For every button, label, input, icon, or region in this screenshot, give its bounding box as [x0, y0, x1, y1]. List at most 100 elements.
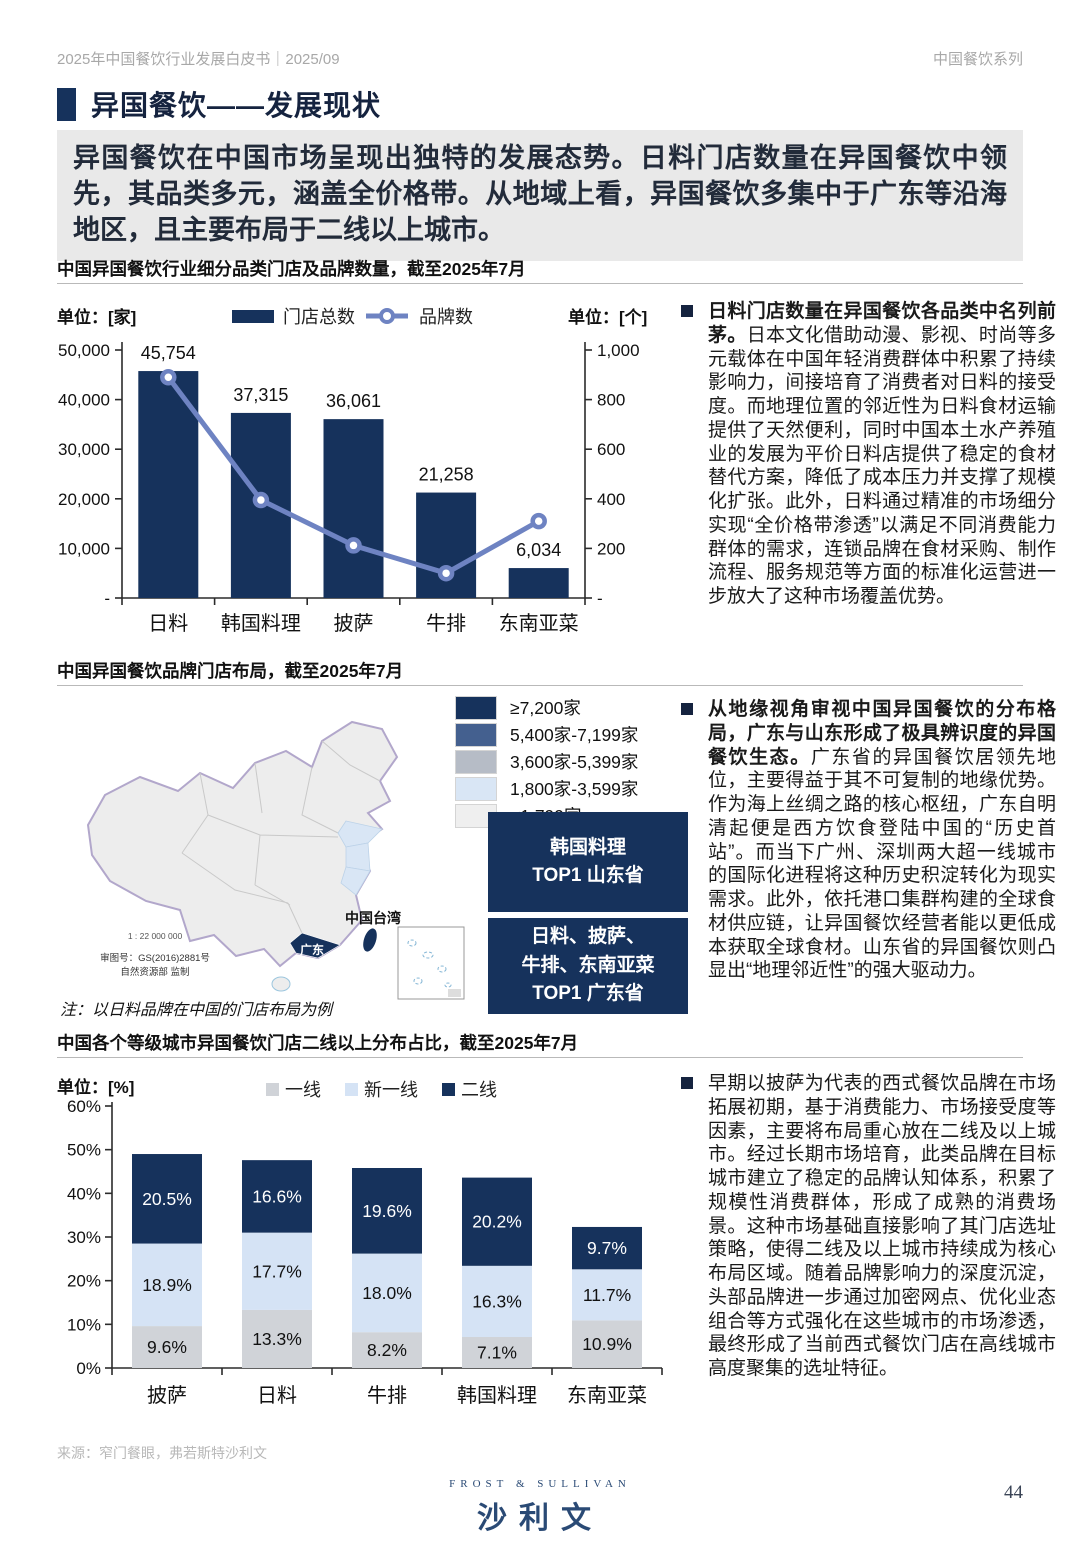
svg-text:45,754: 45,754: [141, 343, 196, 363]
svg-text:40%: 40%: [67, 1184, 101, 1203]
stacked-bar-chart: 0% 10% 20% 30% 40% 50% 60% 9.6% 18.9% 20.5% 披萨 13.3…: [67, 1098, 663, 1407]
source-note: 来源：窄门餐眼，弗若斯特沙利文: [57, 1445, 267, 1461]
svg-text:东南亚菜: 东南亚菜: [499, 612, 579, 635]
tier1-swatch: [266, 1082, 279, 1096]
section3-unit: 单位：[%]: [57, 1078, 135, 1097]
bullet-3: 早期以披萨为代表的西式餐饮品牌在市场拓展初期，基于消费能力、市场接受度等因素，主…: [681, 1072, 1056, 1381]
svg-text:-: -: [597, 589, 603, 608]
bullet-square-icon: [681, 305, 693, 317]
svg-text:牛排: 牛排: [367, 1384, 407, 1407]
svg-text:40,000: 40,000: [58, 391, 110, 410]
map-legend-row: 1,800家-3,599家: [455, 775, 638, 802]
section1-divider: [57, 283, 1023, 284]
svg-text:披萨: 披萨: [147, 1384, 187, 1407]
map-legend-swatch-1: [455, 695, 497, 720]
svg-text:20,000: 20,000: [58, 490, 110, 509]
tier1-label: 一线: [285, 1080, 321, 1100]
svg-text:0%: 0%: [76, 1359, 101, 1378]
svg-text:10.9%: 10.9%: [582, 1334, 632, 1354]
top1-box-guangdong-line2: 牛排、东南亚菜: [521, 954, 655, 976]
svg-text:日料: 日料: [257, 1384, 297, 1407]
map-legend-label-2: 5,400家-7,199家: [510, 725, 639, 745]
svg-text:8.2%: 8.2%: [367, 1340, 407, 1360]
svg-text:17.7%: 17.7%: [252, 1261, 302, 1281]
section1-unit-left: 单位：[家]: [57, 308, 137, 327]
logo-english-text: FROST & SULLIVAN: [449, 1478, 631, 1490]
svg-text:18.9%: 18.9%: [142, 1275, 192, 1295]
newtier1-label: 新一线: [364, 1080, 418, 1100]
section2-divider: [57, 685, 1023, 686]
svg-text:20%: 20%: [67, 1272, 101, 1291]
bullet-2-body: 广东省的异国餐饮居领先地位，主要得益于其不可复制的地缘优势。作为海上丝绸之路的核…: [708, 746, 1056, 982]
province-guangdong: [289, 932, 341, 959]
combo-bar-line-chart: - 10,000 20,000 30,000 40,000 50,000 - 200 400 60…: [58, 341, 640, 635]
svg-text:11.7%: 11.7%: [583, 1285, 631, 1305]
svg-text:韩国料理: 韩国料理: [221, 612, 301, 635]
svg-text:30%: 30%: [67, 1228, 101, 1247]
svg-text:9.6%: 9.6%: [147, 1337, 187, 1357]
hainan-island: [271, 976, 291, 992]
chart1-legend: 门店总数 品牌数: [232, 303, 473, 329]
top1-box-korean-line1: 韩国料理: [549, 836, 626, 858]
svg-text:800: 800: [597, 391, 625, 410]
bar-series-label: 门店总数: [283, 307, 355, 327]
bullet-1: 日料门店数量在异国餐饮各品类中名列前茅。日本文化借助动漫、影视、时尚等多元载体在…: [681, 300, 1056, 609]
newtier1-swatch: [345, 1082, 358, 1096]
map-legend-row: 3,600家-5,399家: [455, 748, 638, 775]
svg-text:21,258: 21,258: [419, 465, 474, 485]
svg-text:60%: 60%: [67, 1098, 101, 1116]
section2-title: 中国异国餐饮品牌门店布局，截至2025年7月: [57, 661, 404, 681]
svg-text:16.3%: 16.3%: [472, 1291, 522, 1311]
legend-item-tier2: 二线: [442, 1076, 497, 1102]
svg-text:13.3%: 13.3%: [252, 1329, 302, 1349]
map-legend: ≥7,200家 5,400家-7,199家 3,600家-5,399家 1,80…: [455, 694, 638, 829]
bullet-1-lead: 日料门店数量在异国餐饮各品类中名列前茅。: [708, 301, 1056, 346]
page-number: 44: [1004, 1482, 1023, 1503]
svg-text:东南亚菜: 东南亚菜: [567, 1384, 647, 1407]
svg-text:20.2%: 20.2%: [472, 1212, 522, 1232]
bullet-square-icon: [681, 703, 693, 715]
svg-text:200: 200: [597, 539, 625, 558]
svg-text:10%: 10%: [67, 1315, 101, 1334]
bullet-1-body: 日本文化借助动漫、影视、时尚等多元载体在中国年轻消费群体中积累了持续影响力，间接…: [708, 324, 1056, 607]
svg-text:10,000: 10,000: [58, 539, 110, 558]
frost-sullivan-logo: FROST & SULLIVAN 沙利文: [0, 1478, 1080, 1537]
page-header: 2025年中国餐饮行业发展白皮书｜2025/09 中国餐饮系列: [57, 48, 1023, 69]
chart2-legend: 一线 新一线 二线: [266, 1076, 497, 1102]
svg-text:韩国料理: 韩国料理: [457, 1384, 537, 1407]
intro-highlight: 异国餐饮在中国市场呈现出独特的发展态势。日料门店数量在异国餐饮中领先，其品类多元…: [57, 130, 1023, 261]
svg-text:7.1%: 7.1%: [477, 1342, 517, 1362]
map-note: 注：以日料品牌在中国的门店布局为例: [60, 1002, 333, 1019]
china-map: 广东 中国台湾 1 : 22 000 000 审图号：GS(2016)2881号…: [86, 720, 465, 1000]
svg-text:披萨: 披萨: [334, 612, 374, 635]
svg-text:50,000: 50,000: [58, 341, 110, 360]
svg-text:20.5%: 20.5%: [142, 1189, 192, 1209]
top1-box-guangdong: 日料、披萨、 牛排、东南亚菜 TOP1 广东省: [488, 918, 688, 1014]
province-zhejiang: [340, 866, 371, 896]
header-right-text: 中国餐饮系列: [932, 51, 1023, 68]
province-borders: [181, 740, 381, 934]
map-legend-label-4: 1,800家-3,599家: [510, 779, 639, 799]
map-approval-1: 审图号：GS(2016)2881号: [100, 952, 210, 964]
guangdong-label: 广东: [300, 942, 324, 957]
map-legend-row: ≥7,200家: [455, 694, 638, 721]
svg-text:16.6%: 16.6%: [252, 1186, 302, 1206]
line-series-label: 品牌数: [419, 307, 473, 327]
top1-box-guangdong-line1: 日料、披萨、: [530, 926, 645, 948]
svg-text:6,034: 6,034: [516, 540, 561, 560]
map-legend-swatch-4: [455, 776, 497, 801]
svg-text:-: -: [104, 589, 110, 608]
section3-divider: [57, 1057, 1023, 1058]
section3-title: 中国各个等级城市异国餐饮门店二线以上分布占比，截至2025年7月: [57, 1033, 579, 1053]
map-approval-2: 自然资源部 监制: [120, 966, 189, 978]
svg-text:400: 400: [597, 490, 625, 509]
svg-text:19.6%: 19.6%: [362, 1201, 412, 1221]
title-accent-square: [57, 87, 76, 121]
bullet-2-lead: 从地缘视角审视中国异国餐饮的分布格局，广东与山东形成了极具辨识度的异国餐饮生态。: [708, 699, 1056, 768]
bullet-2: 从地缘视角审视中国异国餐饮的分布格局，广东与山东形成了极具辨识度的异国餐饮生态。…: [681, 698, 1056, 983]
section1-title: 中国异国餐饮行业细分品类门店及品牌数量，截至2025年7月: [57, 259, 526, 279]
top1-box-korean-line2: TOP1 山东省: [532, 865, 644, 886]
tier2-label: 二线: [461, 1080, 497, 1100]
top1-box-korean: 韩国料理 TOP1 山东省: [488, 812, 688, 912]
